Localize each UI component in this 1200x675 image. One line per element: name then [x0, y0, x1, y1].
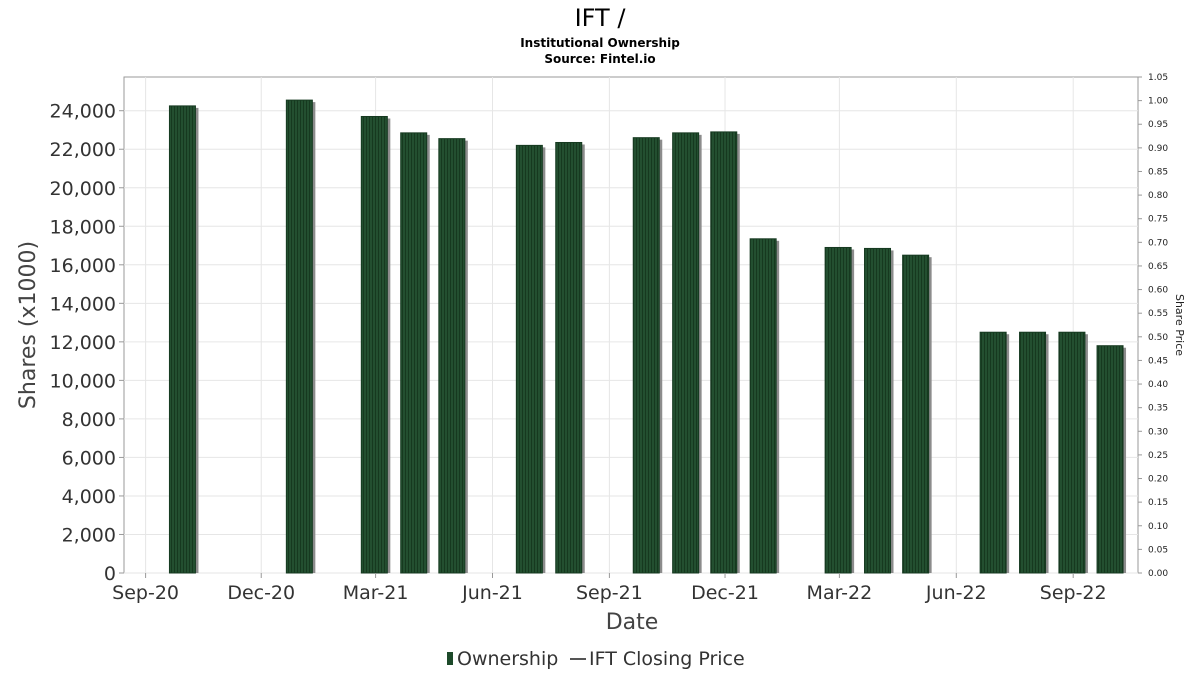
bars	[168, 99, 1127, 574]
ownership-bar	[749, 238, 777, 574]
y2-tick-label: 0.45	[1148, 356, 1168, 366]
y2-tick-label: 0.05	[1148, 545, 1168, 555]
legend-price-label: IFT Closing Price	[589, 648, 745, 670]
legend: Ownership IFT Closing Price	[447, 648, 745, 670]
y2-axis-title: Share Price	[1173, 294, 1186, 356]
y-tick-label: 16,000	[50, 255, 116, 277]
y-tick-label: 2,000	[62, 524, 116, 546]
x-tick-label: Dec-20	[227, 582, 295, 604]
y2-tick-label: 0.20	[1148, 475, 1168, 485]
x-axis-title: Date	[606, 610, 659, 635]
y-tick-label: 12,000	[50, 332, 116, 354]
y-tick-label: 18,000	[50, 216, 116, 238]
ownership-bar	[400, 132, 428, 574]
ownership-bar	[864, 247, 892, 574]
ownership-bar	[1019, 331, 1047, 574]
ownership-bar	[555, 141, 583, 574]
y2-tick-label: 0.80	[1148, 191, 1168, 201]
y2-tick-label: 0.70	[1148, 238, 1168, 248]
y-tick-label: 22,000	[50, 139, 116, 161]
y-tick-label: 10,000	[50, 370, 116, 392]
y2-tick-label: 0.55	[1148, 309, 1168, 319]
y2-tick-label: 0.75	[1148, 215, 1168, 225]
ownership-bar	[979, 331, 1007, 574]
y2-tick-label: 0.15	[1148, 498, 1168, 508]
y2-tick-label: 0.40	[1148, 380, 1168, 390]
chart-title: IFT /	[575, 4, 627, 32]
ownership-bar	[902, 254, 930, 574]
ownership-bar	[672, 132, 700, 574]
y2-tick-label: 0.00	[1148, 569, 1168, 579]
y-tick-label: 20,000	[50, 178, 116, 200]
x-tick-label: Mar-22	[807, 582, 873, 604]
y2-tick-label: 0.25	[1148, 451, 1168, 461]
ownership-bar	[1096, 345, 1124, 574]
y-tick-label: 8,000	[62, 409, 116, 431]
legend-ownership-swatch	[447, 652, 453, 665]
y2-tick-label: 0.95	[1148, 120, 1168, 130]
x-tick-label: Jun-22	[925, 582, 987, 604]
y2-tick-label: 0.10	[1148, 522, 1168, 532]
ownership-bar	[824, 246, 852, 574]
x-tick-label: Dec-21	[691, 582, 759, 604]
y2-tick-label: 1.00	[1148, 97, 1168, 107]
y2-tick-label: 0.30	[1148, 427, 1168, 437]
x-tick-label: Sep-20	[112, 582, 179, 604]
y-axis-title: Shares (x1000)	[16, 241, 41, 409]
y2-tick-label: 0.90	[1148, 144, 1168, 154]
chart-subtitle-line-1: Institutional Ownership	[520, 36, 680, 50]
ownership-bar	[632, 137, 660, 574]
x-tick-label: Sep-21	[576, 582, 643, 604]
ownership-bar	[1058, 331, 1086, 574]
ownership-bar	[168, 105, 196, 574]
x-tick-label: Mar-21	[343, 582, 409, 604]
y2-tick-label: 1.05	[1148, 73, 1168, 83]
x-tick-label: Jun-21	[461, 582, 523, 604]
x-axis: Sep-20 Dec-20 Mar-21 Jun-21 Sep-21 Dec-21 Mar-…	[112, 573, 1107, 604]
y-tick-label: 24,000	[50, 101, 116, 123]
ownership-bar	[710, 131, 738, 574]
legend-ownership-label: Ownership	[457, 648, 558, 670]
y-axis-left: 0 2,000 4,000 6,000 8,000 10,000 12,000 14,000 1…	[50, 101, 124, 585]
y2-tick-label: 0.65	[1148, 262, 1168, 272]
y-tick-label: 4,000	[62, 486, 116, 508]
y2-tick-label: 0.60	[1148, 286, 1168, 296]
y2-tick-label: 0.50	[1148, 333, 1168, 343]
ownership-bar	[360, 115, 388, 574]
ownership-bar	[438, 138, 466, 574]
y-tick-label: 6,000	[62, 447, 116, 469]
y2-tick-label: 0.35	[1148, 404, 1168, 414]
ownership-bar	[515, 144, 543, 574]
chart-subtitle-line-2: Source: Fintel.io	[544, 52, 655, 66]
y-axis-right: 0.00 0.05 0.10 0.15 0.20 0.25 0.30 0.35 0.40 0.45…	[1138, 73, 1168, 579]
x-tick-label: Sep-22	[1040, 582, 1107, 604]
y-tick-label: 14,000	[50, 293, 116, 315]
ownership-bar	[285, 99, 313, 574]
y2-tick-label: 0.85	[1148, 167, 1168, 177]
y-tick-label: 0	[104, 563, 116, 585]
